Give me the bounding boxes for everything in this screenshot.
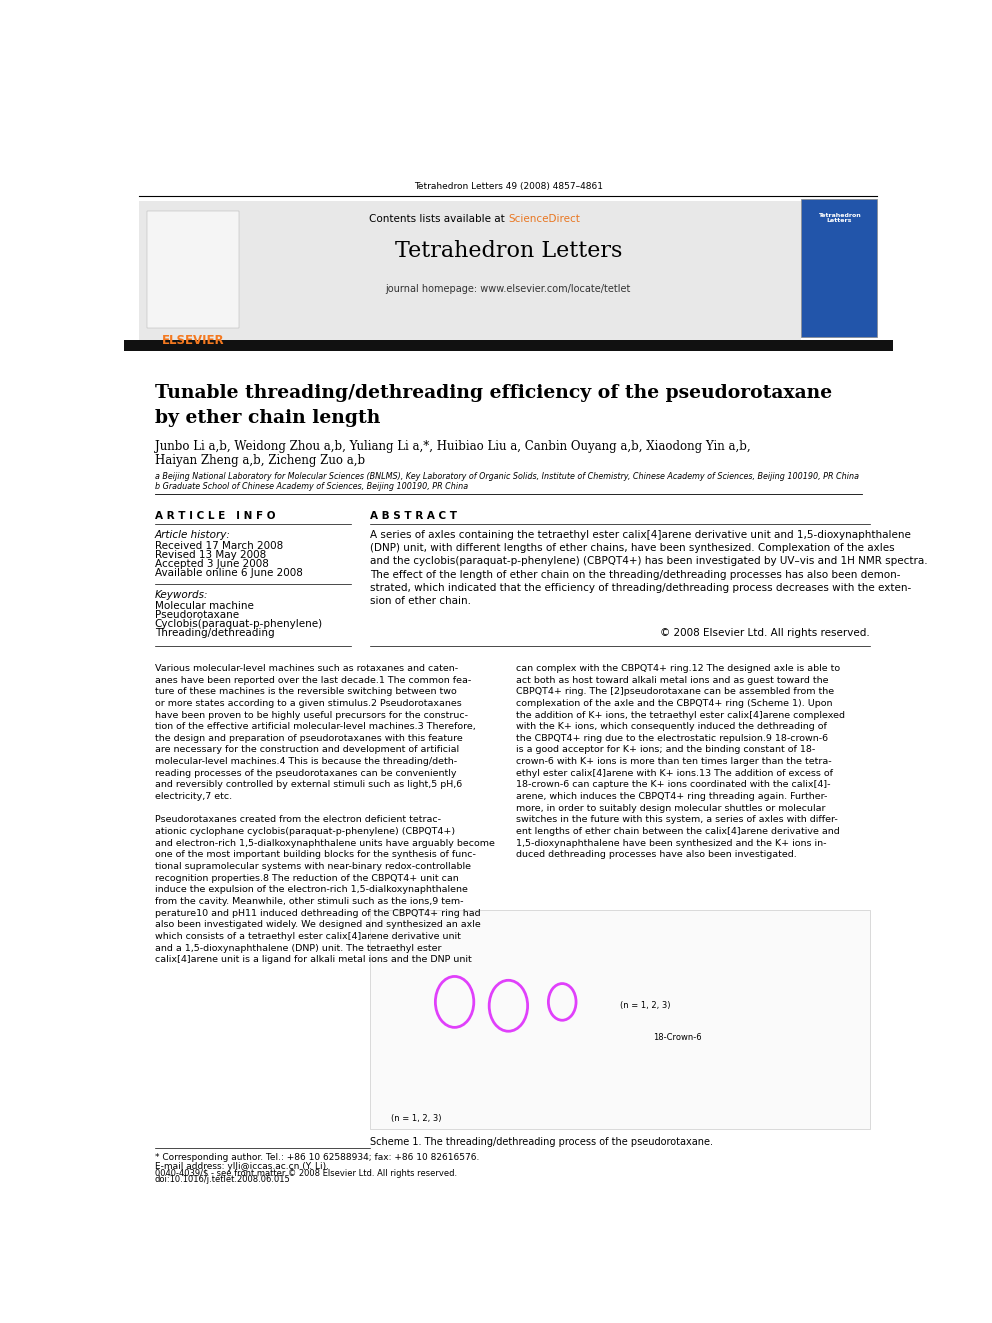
- Bar: [370, 909, 870, 1129]
- Text: a Beijing National Laboratory for Molecular Sciences (BNLMS), Key Laboratory of : a Beijing National Laboratory for Molecu…: [155, 472, 859, 482]
- Text: A B S T R A C T: A B S T R A C T: [370, 512, 457, 521]
- Text: Tunable threading/dethreading efficiency of the pseudorotaxane: Tunable threading/dethreading efficiency…: [155, 384, 832, 402]
- Bar: [139, 201, 801, 340]
- Text: Available online 6 June 2008: Available online 6 June 2008: [155, 569, 303, 578]
- Text: (n = 1, 2, 3): (n = 1, 2, 3): [391, 1114, 441, 1122]
- Text: b Graduate School of Chinese Academy of Sciences, Beijing 100190, PR China: b Graduate School of Chinese Academy of …: [155, 482, 468, 491]
- Text: (n = 1, 2, 3): (n = 1, 2, 3): [620, 1002, 671, 1011]
- Text: Molecular machine: Molecular machine: [155, 601, 254, 611]
- Text: Tetrahedron Letters 49 (2008) 4857–4861: Tetrahedron Letters 49 (2008) 4857–4861: [414, 181, 603, 191]
- Text: Accepted 3 June 2008: Accepted 3 June 2008: [155, 560, 269, 569]
- Text: Tetrahedron
Letters: Tetrahedron Letters: [817, 213, 860, 224]
- Text: Various molecular-level machines such as rotaxanes and caten-
anes have been rep: Various molecular-level machines such as…: [155, 664, 495, 964]
- Bar: [124, 340, 893, 352]
- Text: can complex with the CBPQT4+ ring.12 The designed axle is able to
act both as ho: can complex with the CBPQT4+ ring.12 The…: [516, 664, 845, 860]
- Text: 0040-4039/$ - see front matter © 2008 Elsevier Ltd. All rights reserved.: 0040-4039/$ - see front matter © 2008 El…: [155, 1170, 457, 1177]
- Bar: [801, 198, 878, 337]
- Text: Received 17 March 2008: Received 17 March 2008: [155, 541, 283, 550]
- Text: Threading/dethreading: Threading/dethreading: [155, 628, 275, 639]
- Text: E-mail address: ylli@iccas.ac.cn (Y. Li).: E-mail address: ylli@iccas.ac.cn (Y. Li)…: [155, 1162, 328, 1171]
- Text: Scheme 1. The threading/dethreading process of the pseudorotaxane.: Scheme 1. The threading/dethreading proc…: [370, 1136, 713, 1147]
- Text: journal homepage: www.elsevier.com/locate/tetlet: journal homepage: www.elsevier.com/locat…: [386, 284, 631, 294]
- Text: Pseudorotaxane: Pseudorotaxane: [155, 610, 239, 620]
- Text: Contents lists available at: Contents lists available at: [369, 214, 509, 224]
- Text: ScienceDirect: ScienceDirect: [509, 214, 580, 224]
- Text: Article history:: Article history:: [155, 531, 230, 540]
- Bar: [139, 201, 259, 340]
- Text: A R T I C L E   I N F O: A R T I C L E I N F O: [155, 512, 275, 521]
- Text: © 2008 Elsevier Ltd. All rights reserved.: © 2008 Elsevier Ltd. All rights reserved…: [660, 628, 870, 639]
- Text: Junbo Li a,b, Weidong Zhou a,b, Yuliang Li a,*, Huibiao Liu a, Canbin Ouyang a,b: Junbo Li a,b, Weidong Zhou a,b, Yuliang …: [155, 439, 750, 452]
- Text: ELSEVIER: ELSEVIER: [162, 335, 224, 348]
- Text: Revised 13 May 2008: Revised 13 May 2008: [155, 550, 266, 560]
- Text: Keywords:: Keywords:: [155, 590, 208, 599]
- Text: Tetrahedron Letters: Tetrahedron Letters: [395, 239, 622, 262]
- Text: 18-Crown-6: 18-Crown-6: [653, 1033, 702, 1041]
- Text: doi:10.1016/j.tetlet.2008.06.015: doi:10.1016/j.tetlet.2008.06.015: [155, 1175, 291, 1184]
- Text: Haiyan Zheng a,b, Zicheng Zuo a,b: Haiyan Zheng a,b, Zicheng Zuo a,b: [155, 454, 365, 467]
- Bar: [147, 212, 239, 328]
- Text: by ether chain length: by ether chain length: [155, 409, 380, 427]
- Text: Cyclobis(paraquat-p-phenylene): Cyclobis(paraquat-p-phenylene): [155, 619, 322, 630]
- Text: A series of axles containing the tetraethyl ester calix[4]arene derivative unit : A series of axles containing the tetraet…: [370, 531, 928, 606]
- Text: * Corresponding author. Tel.: +86 10 62588934; fax: +86 10 82616576.: * Corresponding author. Tel.: +86 10 625…: [155, 1152, 479, 1162]
